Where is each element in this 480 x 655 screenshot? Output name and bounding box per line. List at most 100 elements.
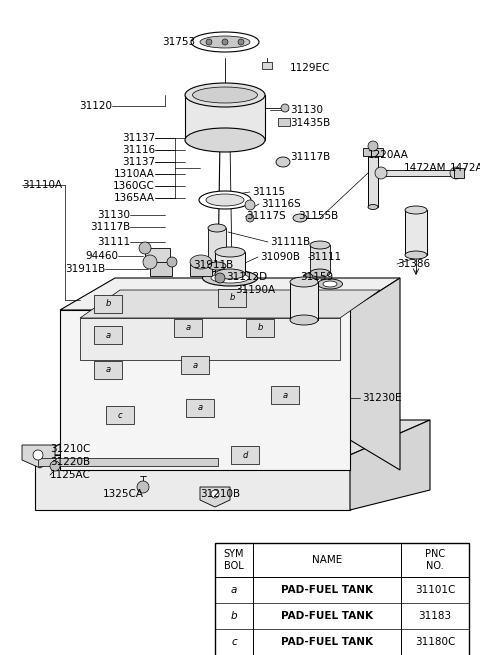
Text: PAD-FUEL TANK: PAD-FUEL TANK	[281, 611, 373, 621]
Ellipse shape	[368, 204, 378, 210]
Circle shape	[281, 104, 289, 112]
Polygon shape	[350, 420, 430, 510]
Text: a: a	[185, 324, 191, 333]
Polygon shape	[80, 318, 340, 360]
Circle shape	[215, 273, 225, 283]
Circle shape	[375, 167, 387, 179]
Text: b: b	[257, 324, 263, 333]
Ellipse shape	[323, 281, 337, 287]
Text: 31117B: 31117B	[90, 222, 130, 232]
Text: b: b	[231, 611, 237, 621]
Text: b: b	[229, 293, 235, 303]
Text: a: a	[192, 360, 198, 369]
Ellipse shape	[215, 269, 245, 279]
Polygon shape	[350, 278, 400, 470]
Ellipse shape	[208, 224, 226, 232]
Bar	[145, 248, 170, 263]
Text: 31435B: 31435B	[290, 118, 330, 128]
Ellipse shape	[293, 214, 307, 222]
Text: 31137: 31137	[122, 133, 155, 143]
Text: 1220AA: 1220AA	[368, 150, 409, 160]
Text: c: c	[118, 411, 122, 419]
Ellipse shape	[139, 242, 151, 254]
Text: PNC
NO.: PNC NO.	[425, 549, 445, 571]
Text: c: c	[231, 637, 237, 647]
Text: 1365AA: 1365AA	[114, 193, 155, 203]
Bar	[94, 361, 122, 379]
Text: 31159: 31159	[300, 272, 333, 282]
Text: 31115: 31115	[252, 187, 285, 197]
Text: 31130: 31130	[290, 105, 323, 115]
Text: 31117B: 31117B	[290, 152, 330, 162]
Circle shape	[206, 39, 212, 45]
Text: 31230E: 31230E	[362, 393, 401, 403]
Bar	[181, 356, 209, 374]
Bar	[215, 543, 469, 655]
Text: a: a	[197, 403, 203, 413]
Bar	[190, 262, 212, 276]
Text: 31220B: 31220B	[50, 457, 90, 467]
Ellipse shape	[200, 36, 250, 48]
Ellipse shape	[185, 83, 265, 107]
Ellipse shape	[190, 255, 212, 269]
Ellipse shape	[192, 87, 257, 103]
Text: a: a	[231, 585, 237, 595]
Bar	[454, 168, 464, 178]
Text: PAD-FUEL TANK: PAD-FUEL TANK	[281, 637, 373, 647]
Text: 31180C: 31180C	[415, 637, 455, 647]
Bar	[290, 282, 318, 320]
Polygon shape	[80, 290, 380, 318]
Bar	[38, 458, 218, 466]
Polygon shape	[200, 487, 230, 507]
Text: 31183: 31183	[419, 611, 452, 621]
Text: NAME: NAME	[312, 555, 342, 565]
Circle shape	[238, 39, 244, 45]
Ellipse shape	[290, 277, 318, 287]
Ellipse shape	[317, 279, 343, 289]
Bar	[271, 386, 299, 404]
Ellipse shape	[167, 257, 177, 267]
Text: 1472AM: 1472AM	[450, 163, 480, 173]
Text: 31111: 31111	[308, 252, 341, 262]
Ellipse shape	[208, 262, 226, 270]
Text: 1125AC: 1125AC	[50, 470, 91, 480]
Circle shape	[33, 450, 43, 460]
Bar	[310, 245, 330, 273]
Ellipse shape	[368, 149, 378, 155]
Text: a: a	[106, 331, 110, 339]
Text: 94460: 94460	[85, 251, 118, 261]
Text: 1325CA: 1325CA	[103, 489, 144, 499]
Bar	[215, 252, 245, 274]
Text: 1472AM: 1472AM	[404, 163, 446, 173]
Ellipse shape	[199, 191, 251, 209]
Text: PAD-FUEL TANK: PAD-FUEL TANK	[281, 585, 373, 595]
Circle shape	[211, 490, 219, 498]
Polygon shape	[35, 455, 350, 510]
Bar	[186, 399, 214, 417]
Polygon shape	[22, 445, 55, 468]
Ellipse shape	[405, 251, 427, 259]
Bar	[94, 326, 122, 344]
Ellipse shape	[143, 255, 157, 269]
Text: 31112D: 31112D	[226, 272, 267, 282]
Circle shape	[50, 461, 60, 471]
Ellipse shape	[310, 241, 330, 249]
Ellipse shape	[215, 247, 245, 257]
Text: 31117S: 31117S	[246, 211, 286, 221]
Bar	[363, 148, 383, 156]
Bar	[208, 228, 226, 266]
Ellipse shape	[185, 128, 265, 152]
Ellipse shape	[191, 32, 259, 52]
Text: 31137: 31137	[122, 157, 155, 167]
Text: 31130: 31130	[97, 210, 130, 220]
Bar	[185, 95, 265, 140]
Text: 31120: 31120	[79, 101, 112, 111]
Text: 31911B: 31911B	[193, 260, 233, 270]
Text: 31753: 31753	[162, 37, 195, 47]
Circle shape	[245, 200, 255, 210]
Ellipse shape	[203, 270, 257, 286]
Bar	[150, 262, 172, 276]
Text: 31190A: 31190A	[235, 285, 275, 295]
Bar	[231, 446, 259, 464]
Bar	[262, 62, 272, 69]
